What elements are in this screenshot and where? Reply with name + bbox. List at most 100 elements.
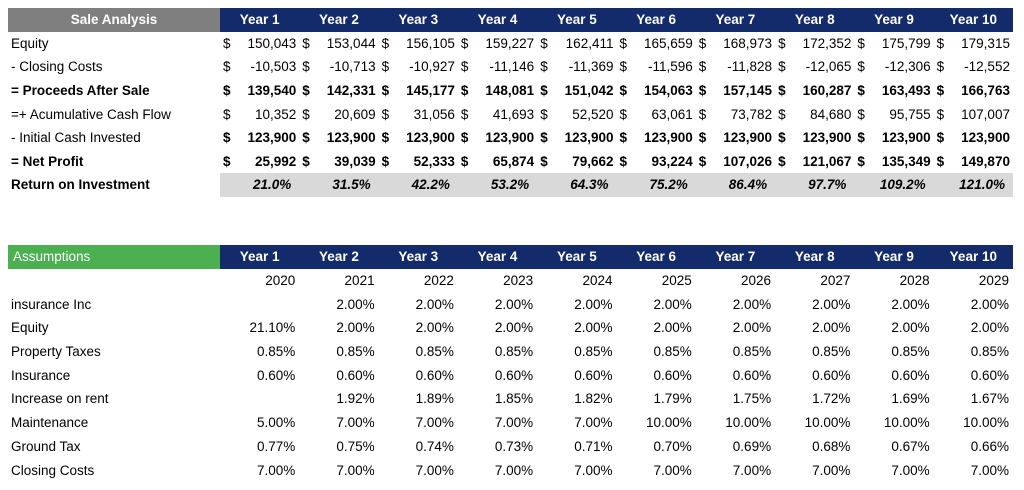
value-cell: $107,007 bbox=[934, 102, 1013, 126]
amount: 149,870 bbox=[961, 153, 1010, 169]
assumption-value: 0.85% bbox=[891, 344, 930, 360]
value-cell: $139,540 bbox=[220, 79, 299, 103]
assumption-value: 2.00% bbox=[732, 296, 772, 312]
amount: 123,900 bbox=[961, 130, 1010, 146]
assumption-value: 7.00% bbox=[336, 415, 375, 431]
value-cell: $20,609 bbox=[299, 102, 378, 126]
assumptions-table: Assumptions Year 1 Year 2 Year 3 Year 4 Year … bbox=[8, 245, 1013, 482]
amount: 172,352 bbox=[802, 35, 852, 51]
currency-symbol: $ bbox=[540, 59, 548, 75]
assumption-value: 7.00% bbox=[494, 462, 534, 478]
currency-symbol: $ bbox=[460, 35, 469, 51]
year-header: Year 5 bbox=[537, 245, 617, 269]
year-header: Year 2 bbox=[299, 245, 379, 269]
amount: 73,782 bbox=[730, 106, 773, 122]
assumption-value: 0.85% bbox=[336, 344, 375, 360]
amount: 123,900 bbox=[406, 130, 455, 146]
value-cell: $172,352 bbox=[775, 32, 854, 56]
assumption-value: 0.85% bbox=[970, 344, 1009, 360]
roi-value: 121.0% bbox=[933, 173, 1013, 197]
currency-symbol: $ bbox=[302, 153, 310, 169]
assumption-value: 10.00% bbox=[963, 415, 1009, 431]
value-cell: $166,763 bbox=[934, 79, 1013, 103]
assumption-value: 0.68% bbox=[812, 438, 851, 454]
amount: 123,900 bbox=[485, 130, 535, 146]
roi-value: 86.4% bbox=[695, 173, 776, 197]
assumption-value: 0.85% bbox=[415, 344, 454, 360]
assumption-value: 0.60% bbox=[732, 367, 772, 383]
assumption-value: 2.00% bbox=[574, 320, 613, 336]
currency-symbol: $ bbox=[857, 153, 865, 169]
assumption-row: Maintenance 5.00% 7.00% 7.00% 7.00% 7.00% 10.0… bbox=[8, 411, 1013, 435]
currency-symbol: $ bbox=[857, 35, 865, 51]
currency-symbol: $ bbox=[619, 35, 627, 51]
value-cell: $123,900 bbox=[775, 126, 854, 150]
assumption-value: 2.00% bbox=[336, 320, 375, 336]
currency-symbol: $ bbox=[223, 59, 231, 75]
year-header: Year 7 bbox=[695, 245, 776, 269]
assumption-label: Closing Costs bbox=[11, 462, 95, 478]
assumption-value: 2.00% bbox=[494, 320, 534, 336]
amount: 52,520 bbox=[572, 106, 614, 122]
currency-symbol: $ bbox=[460, 153, 469, 169]
assumption-value: 0.85% bbox=[494, 344, 534, 360]
assumption-value: 0.60% bbox=[336, 367, 375, 383]
assumption-value: 0.85% bbox=[812, 344, 851, 360]
currency-symbol: $ bbox=[381, 35, 390, 51]
assumption-value: 2.00% bbox=[732, 320, 772, 336]
assumption-value: 0.66% bbox=[970, 438, 1009, 454]
assumption-row: Increase on rent 1.92% 1.89% 1.85% 1.82% 1.79… bbox=[8, 387, 1013, 411]
assumption-value: 0.60% bbox=[574, 367, 613, 383]
value-cell: $159,227 bbox=[458, 32, 537, 56]
sale-row: = Proceeds After Sale $139,540 $142,331 $14… bbox=[8, 79, 1013, 103]
assumption-value: 1.69% bbox=[891, 391, 930, 407]
assumption-row: Ground Tax 0.77% 0.75% 0.74% 0.73% 0.71% 0.70%… bbox=[8, 435, 1013, 459]
blank-label bbox=[8, 269, 220, 293]
amount: 41,693 bbox=[492, 106, 535, 122]
amount: -10,503 bbox=[250, 59, 297, 75]
currency-symbol: $ bbox=[857, 83, 865, 99]
currency-symbol: $ bbox=[778, 153, 786, 169]
value-cell: $148,081 bbox=[458, 79, 537, 103]
amount: -11,596 bbox=[647, 59, 693, 75]
assumption-value: 0.75% bbox=[336, 438, 375, 454]
calendar-year: 2026 bbox=[741, 273, 772, 289]
value-cell: $93,224 bbox=[616, 150, 695, 174]
value-cell: $150,043 bbox=[220, 32, 299, 56]
value-cell: $ -12,065 bbox=[775, 55, 854, 79]
assumption-value: 1.79% bbox=[653, 391, 692, 407]
assumption-row: Closing Costs 7.00% 7.00% 7.00% 7.00% 7.00% 7.… bbox=[8, 458, 1013, 482]
sale-analysis-title: Sale Analysis bbox=[8, 8, 220, 32]
amount: 150,043 bbox=[247, 35, 297, 51]
calendar-year: 2028 bbox=[899, 273, 930, 289]
row-label: = Proceeds After Sale bbox=[11, 83, 150, 99]
assumption-value: 7.00% bbox=[812, 462, 851, 478]
assumption-value: 7.00% bbox=[494, 415, 534, 431]
currency-symbol: $ bbox=[460, 83, 469, 99]
amount: 123,900 bbox=[564, 130, 614, 146]
value-cell: $123,900 bbox=[854, 126, 933, 150]
assumption-value: 0.73% bbox=[494, 438, 534, 454]
value-cell: $123,900 bbox=[537, 126, 616, 150]
currency-symbol: $ bbox=[698, 130, 707, 146]
currency-symbol: $ bbox=[698, 59, 707, 75]
currency-symbol: $ bbox=[540, 153, 548, 169]
year-header: Year 9 bbox=[854, 245, 934, 269]
currency-symbol: $ bbox=[540, 35, 548, 51]
assumption-label: Ground Tax bbox=[11, 438, 81, 454]
currency-symbol: $ bbox=[857, 130, 865, 146]
assumption-value: 10.00% bbox=[725, 415, 772, 431]
value-cell: $ -10,927 bbox=[379, 55, 458, 79]
assumption-value: 2.00% bbox=[970, 320, 1009, 336]
value-cell: $154,063 bbox=[616, 79, 695, 103]
currency-symbol: $ bbox=[302, 106, 310, 122]
currency-symbol: $ bbox=[302, 83, 310, 99]
value-cell: $149,870 bbox=[934, 150, 1013, 174]
assumption-value: 1.72% bbox=[812, 391, 851, 407]
currency-symbol: $ bbox=[698, 153, 707, 169]
roi-value: 42.2% bbox=[378, 173, 458, 197]
assumption-value: 2.00% bbox=[812, 296, 851, 312]
roi-value: 21.0% bbox=[220, 173, 300, 197]
value-cell: $73,782 bbox=[696, 102, 775, 126]
amount: 148,081 bbox=[485, 83, 535, 99]
